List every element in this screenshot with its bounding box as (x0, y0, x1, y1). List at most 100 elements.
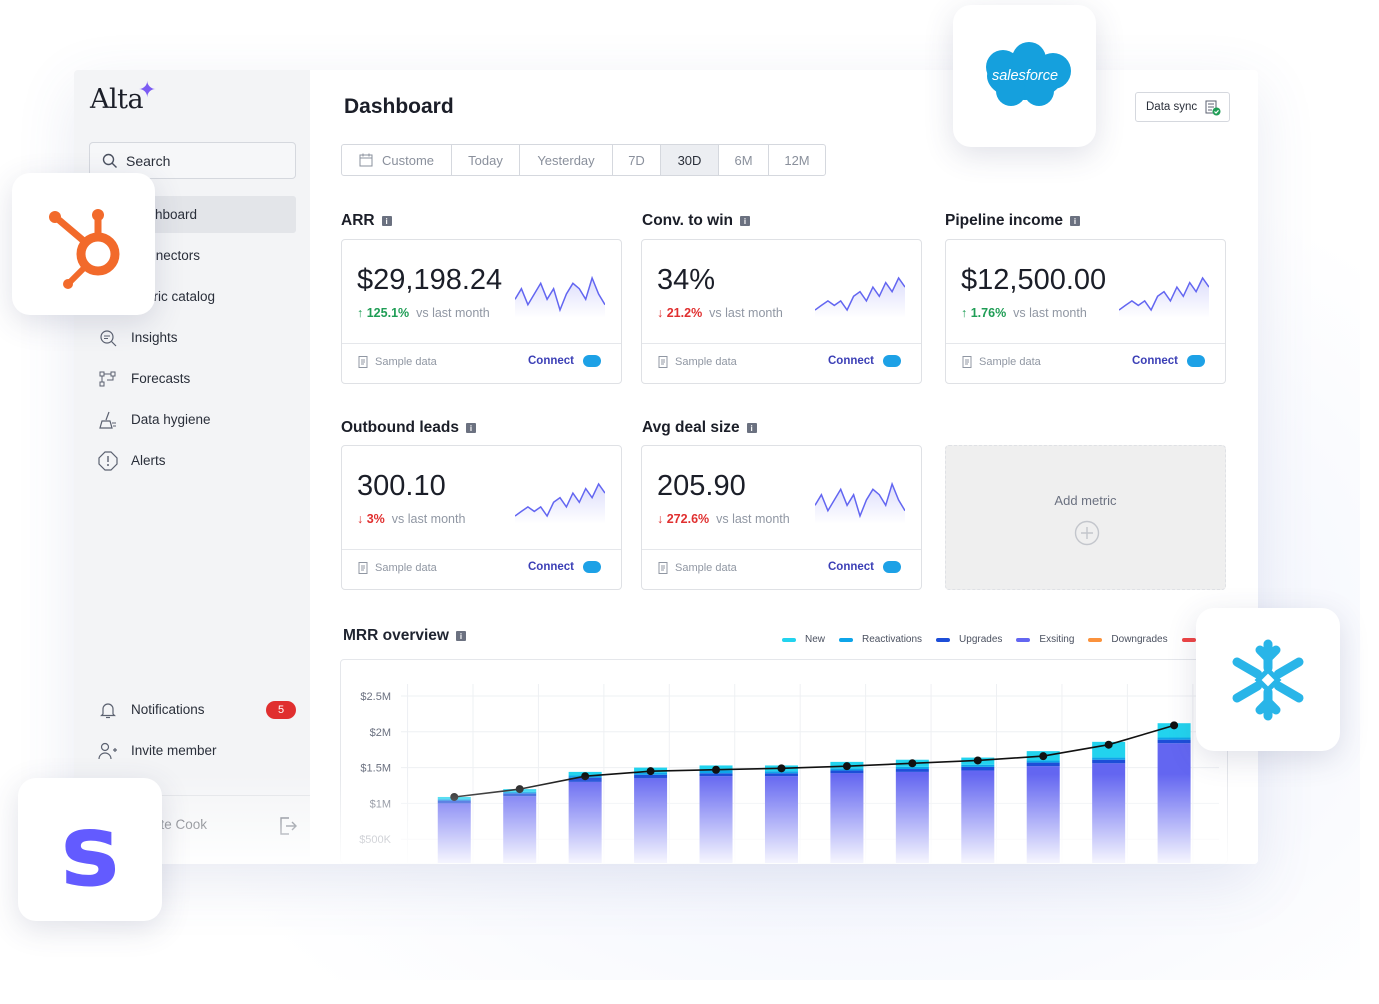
info-icon[interactable]: i (739, 216, 750, 226)
app-logo[interactable]: Alta ✦ (90, 78, 156, 115)
mrr-title: MRR overview i (343, 627, 466, 645)
legend-item[interactable]: Exsiting (1016, 634, 1074, 645)
sparkline-line (515, 482, 605, 518)
sidebar-item-alerts[interactable]: Alerts (89, 442, 296, 479)
metric-value: $29,198.24 (357, 264, 503, 296)
sample-data-text: Sample data (979, 356, 1041, 368)
sidebar-item-label: Alerts (131, 453, 166, 468)
connect-button[interactable]: Connect (528, 355, 601, 367)
metric-title-text: Outbound leads (341, 419, 459, 436)
metric-card[interactable]: 205.90 ↓ 272.6% vs last month Sample dat… (641, 445, 922, 590)
legend-item[interactable]: New (782, 634, 825, 645)
sparkline-line (815, 276, 905, 312)
sidebar-divider (74, 795, 310, 796)
sample-data-label: Sample data (962, 356, 1041, 368)
mrr-chart-svg: $2.5M $2M $1.5M $1M $500K (359, 684, 1219, 864)
range-option-12m[interactable]: 12M (769, 145, 825, 175)
svg-text:s: s (60, 807, 120, 893)
bar-segment-exsiting (1092, 763, 1126, 864)
range-label: Custome (381, 152, 435, 168)
sparkline-area (515, 484, 605, 524)
logout-icon[interactable] (278, 816, 298, 841)
info-icon[interactable]: i (381, 216, 392, 226)
range-option-6m[interactable]: 6M (719, 145, 769, 175)
trend-arrow-down-icon: ↓ (357, 512, 367, 526)
search-box[interactable] (89, 142, 296, 179)
add-user-icon (97, 740, 119, 762)
bar-segment-exsiting (503, 796, 537, 864)
app-window: Alta✦ Dashboard Connectors Metric catalo… (74, 70, 1258, 864)
sidebar-item-forecasts[interactable]: Forecasts (89, 360, 296, 397)
sparkline (1119, 276, 1209, 318)
metric-title-avg-deal: Avg deal size i (642, 419, 757, 437)
sparkline-area (815, 484, 905, 524)
info-icon[interactable]: i (1070, 216, 1081, 226)
document-icon (658, 562, 668, 574)
bar-segment-reactivations (1092, 757, 1126, 760)
card-divider (642, 343, 921, 344)
sample-data-label: Sample data (658, 562, 737, 574)
sidebar-item-invite-member[interactable]: Invite member (89, 732, 296, 769)
range-label: 12M (784, 152, 810, 168)
total-point (777, 764, 786, 773)
card-divider (946, 343, 1225, 344)
search-input[interactable] (126, 152, 276, 169)
y-tick-label: $2M (370, 727, 391, 739)
chart-legend: New Reactivations Upgrades Exsiting Down… (782, 634, 1219, 645)
sidebar-item-notifications[interactable]: Notifications 5 (89, 691, 296, 728)
info-icon[interactable]: i (465, 423, 476, 433)
bar-segment-exsiting (830, 773, 864, 864)
total-point (712, 765, 721, 774)
metric-card[interactable]: 34% ↓ 21.2% vs last month Sample data Co… (641, 239, 922, 384)
legend-label: Downgrades (1111, 634, 1168, 645)
bar-segment-new (1157, 723, 1191, 738)
bar-segment-upgrades (830, 770, 864, 774)
bar-segment-exsiting (764, 776, 798, 864)
calendar-icon (359, 153, 373, 167)
date-range-selector: Custome Today Yesterday 7D 30D 6M 12M (341, 144, 826, 176)
legend-item[interactable] (1181, 634, 1205, 645)
add-metric-card[interactable]: Add metric (945, 445, 1226, 590)
info-icon[interactable]: i (746, 423, 757, 433)
range-option-30d[interactable]: 30D (661, 145, 719, 175)
total-point (908, 759, 917, 768)
data-sync-button[interactable]: Data sync (1135, 92, 1230, 122)
info-icon[interactable]: i (455, 631, 466, 641)
connect-label: Connect (528, 355, 574, 367)
connect-button[interactable]: Connect (828, 355, 901, 367)
sidebar-item-label: Forecasts (131, 371, 191, 386)
connect-button[interactable]: Connect (528, 561, 601, 573)
legend-item[interactable]: Upgrades (936, 634, 1002, 645)
bar-segment-upgrades (699, 773, 733, 777)
legend-item[interactable]: Downgrades (1088, 634, 1168, 645)
notification-count-badge: 5 (266, 701, 296, 719)
metric-card[interactable]: $29,198.24 ↑ 125.1% vs last month Sample… (341, 239, 622, 384)
sidebar-item-label: Invite member (131, 743, 217, 758)
delta-suffix: vs last month (709, 306, 783, 320)
bar-segment-exsiting (961, 770, 995, 864)
bar-segment-exsiting (1026, 766, 1060, 864)
bar-segment-exsiting (699, 776, 733, 864)
delta-percent: 21.2% (666, 306, 703, 320)
sidebar-item-label: Data hygiene (131, 412, 211, 427)
range-option-today[interactable]: Today (452, 145, 520, 175)
sample-data-label: Sample data (658, 356, 737, 368)
metric-card[interactable]: $12,500.00 ↑ 1.76% vs last month Sample … (945, 239, 1226, 384)
range-option-7d[interactable]: 7D (613, 145, 661, 175)
range-option-custom[interactable]: Custome (342, 145, 452, 175)
sidebar-item-data-hygiene[interactable]: Data hygiene (89, 401, 296, 438)
range-option-yesterday[interactable]: Yesterday (520, 145, 613, 175)
page-title: Dashboard (344, 95, 454, 118)
broom-icon (97, 409, 119, 431)
metric-card[interactable]: 300.10 ↓ 3% vs last month Sample data Co… (341, 445, 622, 590)
sidebar-item-insights[interactable]: Insights (89, 319, 296, 356)
total-point (515, 785, 524, 794)
total-point (1170, 721, 1179, 730)
legend-item[interactable]: Reactivations (839, 634, 922, 645)
range-label: 30D (677, 152, 702, 168)
connect-button[interactable]: Connect (828, 561, 901, 573)
sparkline-area (1119, 278, 1209, 318)
connect-button[interactable]: Connect (1132, 355, 1205, 367)
range-label: Yesterday (537, 152, 595, 168)
mrr-title-text: MRR overview (343, 627, 449, 644)
